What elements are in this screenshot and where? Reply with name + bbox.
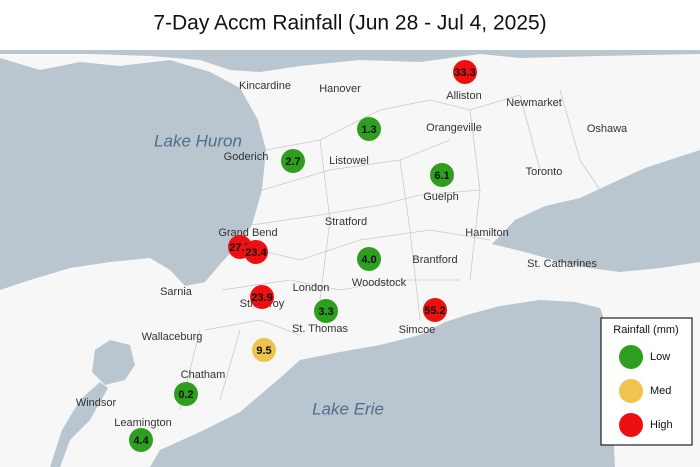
marker-value: 55.2 — [424, 305, 445, 317]
marker-value: 23.9 — [251, 292, 272, 304]
place-label: Oshawa — [587, 123, 628, 135]
place-label: Orangeville — [426, 122, 482, 134]
place-label: Chatham — [181, 369, 226, 381]
marker-value: 1.3 — [361, 124, 376, 136]
place-label: St. Catharines — [527, 258, 597, 270]
marker-value: 4.0 — [361, 254, 376, 266]
place-label: Grand Bend — [218, 227, 277, 239]
legend-label: Med — [650, 385, 671, 397]
place-label: Toronto — [526, 166, 563, 178]
station-marker: 23.4 — [244, 240, 268, 264]
marker-value: 3.3 — [318, 306, 333, 318]
marker-value: 9.5 — [256, 345, 271, 357]
marker-value: 2.7 — [285, 156, 300, 168]
lake-ontario — [492, 150, 700, 272]
place-label: St. Thomas — [292, 323, 349, 335]
station-marker: 0.2 — [174, 382, 198, 406]
station-marker: 1.3 — [357, 117, 381, 141]
marker-value: 4.4 — [133, 435, 149, 447]
station-marker: 9.5 — [252, 338, 276, 362]
marker-value: 33.3 — [454, 67, 475, 79]
place-label: Windsor — [76, 397, 117, 409]
place-label: Alliston — [446, 90, 481, 102]
lake-label: Lake Erie — [312, 399, 384, 418]
legend-swatch — [619, 379, 643, 403]
marker-value: 0.2 — [178, 389, 193, 401]
marker-value: 6.1 — [434, 170, 449, 182]
station-marker: 3.3 — [314, 299, 338, 323]
marker-circle — [453, 60, 477, 84]
marker-circle — [244, 240, 268, 264]
place-label: Woodstock — [352, 277, 407, 289]
legend-box — [600, 317, 693, 446]
station-marker: 2.7 — [281, 149, 305, 173]
legend-swatch — [619, 413, 643, 437]
marker-circle — [314, 299, 338, 323]
place-label: Kincardine — [239, 80, 291, 92]
legend-label: Low — [650, 351, 670, 363]
station-marker: 23.9 — [250, 285, 274, 309]
legend-swatch — [619, 345, 643, 369]
station-marker: 6.1 — [430, 163, 454, 187]
marker-circle — [250, 285, 274, 309]
marker-circle — [281, 149, 305, 173]
place-label: Simcoe — [399, 324, 436, 336]
place-label: Wallaceburg — [142, 331, 203, 343]
place-label: Newmarket — [506, 97, 562, 109]
station-marker: 33.3 — [453, 60, 477, 84]
marker-circle — [430, 163, 454, 187]
lake-label: Lake Huron — [154, 131, 242, 150]
marker-circle — [423, 298, 447, 322]
marker-circle — [357, 247, 381, 271]
legend-title: Rainfall (mm) — [613, 324, 678, 336]
place-label: Stratford — [325, 216, 367, 228]
legend-label: High — [650, 419, 673, 431]
lake-huron — [0, 58, 266, 290]
marker-circle — [174, 382, 198, 406]
map-title: 7-Day Accm Rainfall (Jun 28 - Jul 4, 202… — [153, 12, 546, 35]
county-lines — [179, 89, 601, 411]
station-marker: 55.2 — [423, 298, 447, 322]
marker-circle — [357, 117, 381, 141]
place-label: London — [293, 282, 330, 294]
place-label: Hamilton — [465, 227, 508, 239]
station-marker: 4.4 — [129, 428, 153, 452]
lake-erie — [150, 300, 615, 467]
detroit-river — [50, 382, 108, 467]
marker-circle — [252, 338, 276, 362]
place-label: Listowel — [329, 155, 369, 167]
place-label: Hanover — [319, 83, 361, 95]
place-label: Guelph — [423, 191, 458, 203]
place-label: Sarnia — [160, 286, 193, 298]
marker-value: 23.4 — [245, 247, 267, 259]
georgian-bay — [0, 50, 700, 72]
marker-circle — [129, 428, 153, 452]
place-label: Goderich — [224, 151, 269, 163]
station-marker: 4.0 — [357, 247, 381, 271]
legend: Rainfall (mm) Low Med High — [600, 317, 693, 446]
lake-st-clair — [92, 340, 135, 385]
place-label: Brantford — [412, 254, 457, 266]
place-label: Leamington — [114, 417, 172, 429]
